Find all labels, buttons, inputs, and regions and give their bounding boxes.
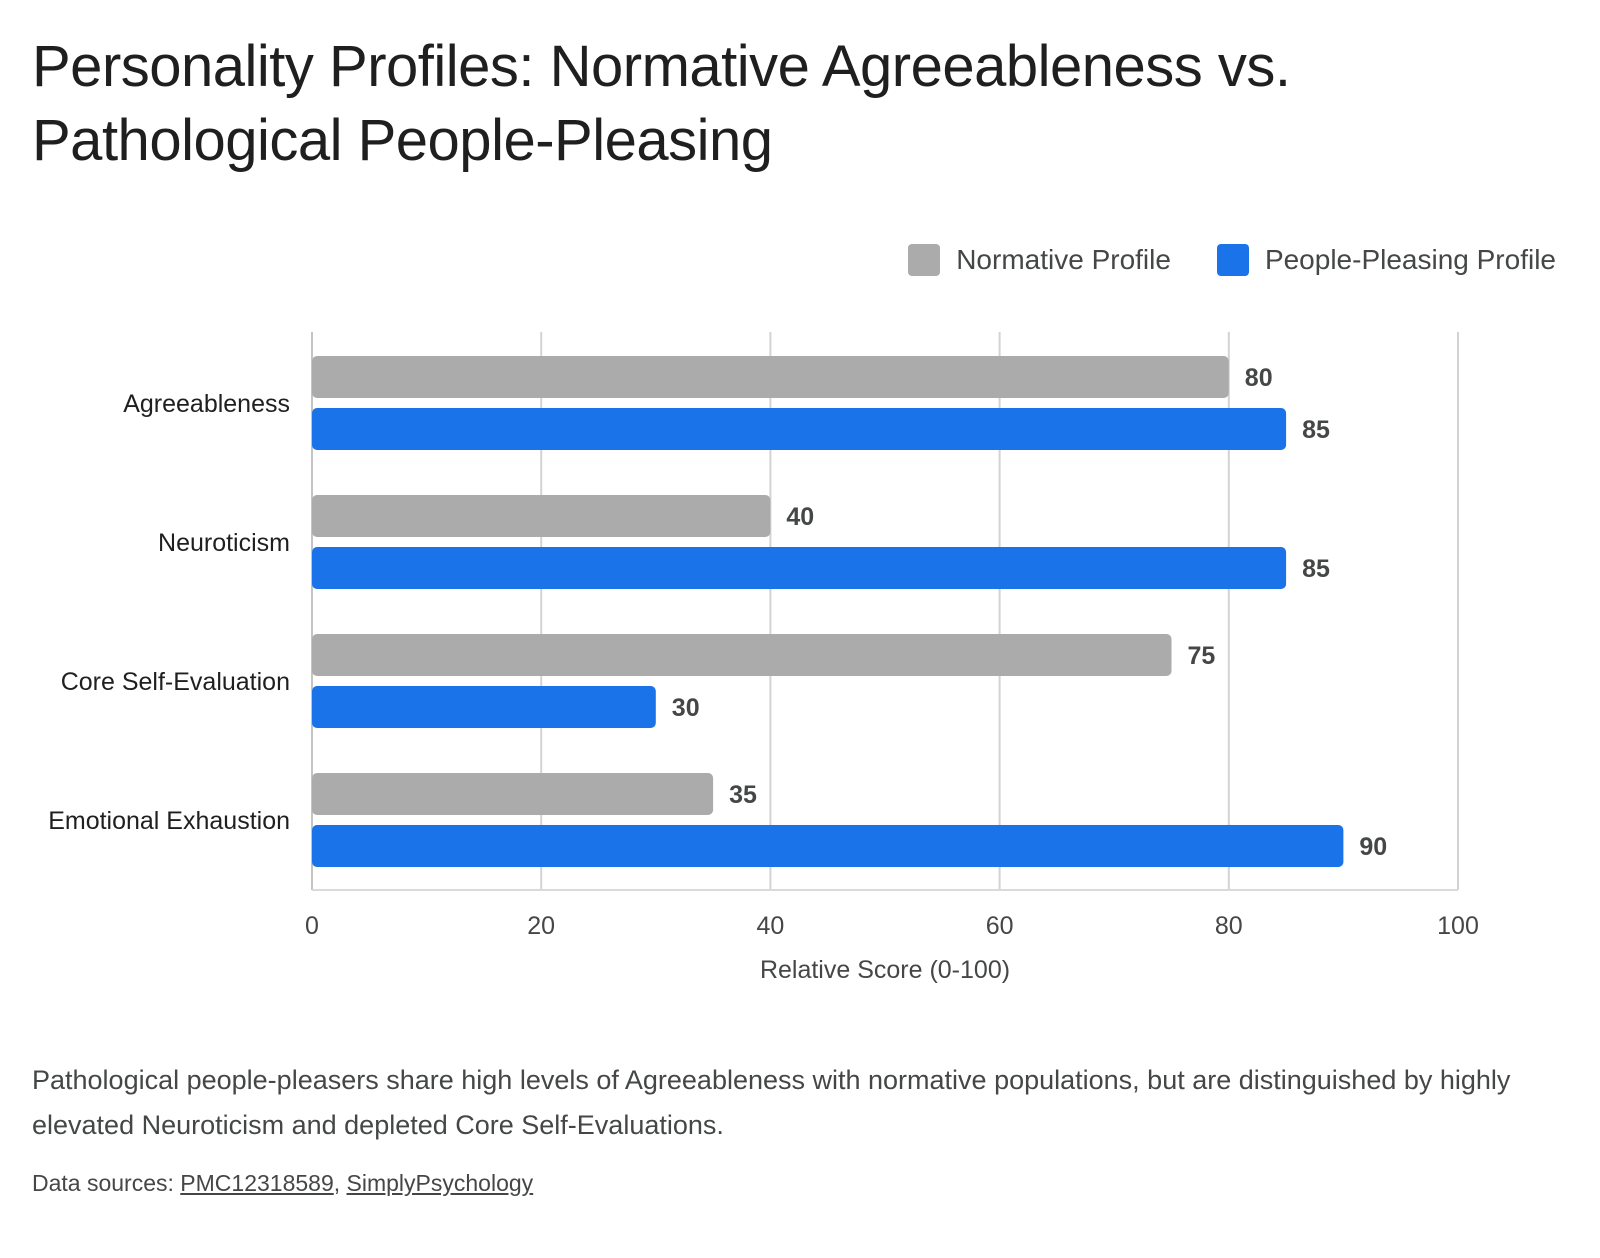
- data-label-1-0: 85: [1302, 416, 1330, 444]
- legend-label-people-pleasing: People-Pleasing Profile: [1264, 244, 1556, 275]
- chart-caption: Pathological people-pleasers share high …: [32, 1065, 1511, 1140]
- bar-chart: 0 20 40 60 80 100 Agreeableness 80 85 Neuroticism…: [48, 332, 1479, 984]
- data-label-0-0: 80: [1245, 364, 1273, 392]
- bar-1-1: [312, 547, 1287, 589]
- bar-0-2: [312, 634, 1172, 676]
- data-label-0-2: 75: [1188, 642, 1216, 670]
- legend-label-normative: Normative Profile: [956, 244, 1171, 275]
- bar-0-0: [312, 356, 1229, 398]
- x-tick-label-20: 20: [527, 912, 555, 940]
- data-label-1-3: 90: [1359, 833, 1387, 861]
- x-tick-label-40: 40: [756, 912, 784, 940]
- category-label-2: Core Self-Evaluation: [61, 668, 290, 696]
- legend-item-normative: Normative Profile: [908, 244, 1171, 276]
- bar-1-3: [312, 825, 1344, 867]
- data-label-0-1: 40: [786, 503, 814, 531]
- x-tick-label-80: 80: [1215, 912, 1243, 940]
- data-label-1-1: 85: [1302, 555, 1330, 583]
- category-label-3: Emotional Exhaustion: [48, 807, 290, 835]
- bar-0-1: [312, 495, 771, 537]
- legend-swatch-people-pleasing: [1216, 244, 1249, 276]
- sources-prefix: Data sources:: [32, 1170, 174, 1196]
- x-tick-label-0: 0: [305, 912, 319, 940]
- bar-1-0: [312, 408, 1287, 450]
- legend-item-people-pleasing: People-Pleasing Profile: [1216, 244, 1556, 276]
- sources-separator: ,: [333, 1170, 341, 1196]
- x-tick-label-60: 60: [986, 912, 1014, 940]
- legend-swatch-normative: [908, 244, 941, 276]
- chart-title: Personality Profiles: Normative Agreeabl…: [32, 34, 1291, 173]
- bar-0-3: [312, 773, 714, 815]
- bar-1-2: [312, 686, 656, 728]
- chart-legend: Normative Profile People-Pleasing Profil…: [908, 244, 1556, 276]
- data-label-1-2: 30: [672, 694, 700, 722]
- category-label-1: Neuroticism: [158, 529, 290, 557]
- x-tick-label-100: 100: [1437, 912, 1479, 940]
- data-sources: Data sources: PMC12318589, SimplyPsychol…: [32, 1170, 533, 1197]
- data-label-0-3: 35: [729, 781, 757, 809]
- x-axis-title: Relative Score (0-100): [760, 956, 1010, 984]
- category-label-0: Agreeableness: [123, 390, 290, 418]
- source-link-simplypsychology[interactable]: SimplyPsychology: [346, 1170, 534, 1196]
- source-link-pmc[interactable]: PMC12318589: [180, 1170, 334, 1196]
